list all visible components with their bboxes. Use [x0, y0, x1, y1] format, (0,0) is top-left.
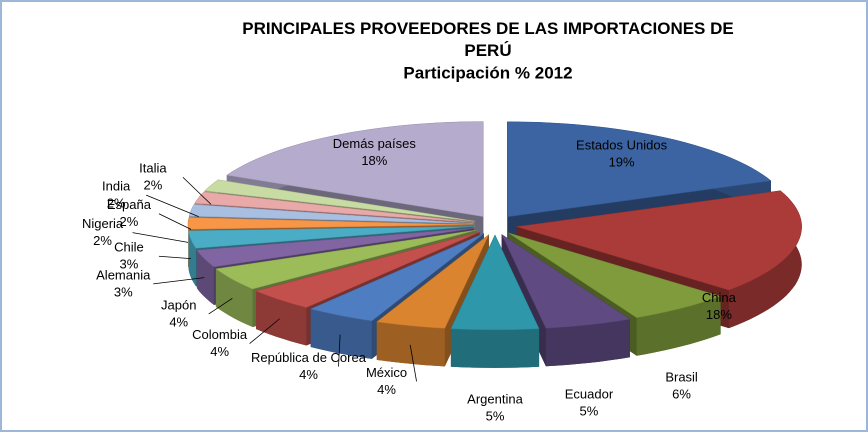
slice-name: China	[702, 290, 737, 305]
slice-top	[187, 217, 474, 230]
chart-title: PRINCIPALES PROVEEDORES DE LAS IMPORTACI…	[242, 19, 734, 60]
slice-top	[501, 233, 631, 329]
slice-name: Ecuador	[565, 386, 614, 401]
slice-value-label: 18%	[361, 153, 387, 168]
slice-wall	[450, 328, 540, 368]
slice-value-label: 2%	[93, 233, 112, 248]
slice-wall	[545, 319, 630, 367]
slice-top	[188, 226, 474, 249]
slice-value-label: 2%	[107, 196, 126, 211]
slice-name: Brasil	[665, 370, 698, 385]
slice-top	[507, 121, 772, 218]
slice-top	[516, 190, 802, 291]
pie	[187, 121, 802, 368]
slice-name: Colombia	[192, 327, 248, 342]
slice-value-label: 2%	[120, 214, 139, 229]
leader-line	[132, 232, 189, 243]
leader-line	[145, 194, 199, 217]
slice-top	[226, 121, 484, 217]
leader-line	[158, 213, 192, 230]
slice-name: Chile	[114, 240, 144, 255]
slice-top	[196, 227, 475, 268]
slice-value-label: 4%	[299, 367, 318, 382]
slice-value-label: 19%	[609, 154, 635, 169]
leader-line	[153, 277, 205, 285]
slice-name: Estados Unidos	[576, 137, 668, 152]
slice-top	[508, 232, 722, 318]
slice-name: Japón	[161, 297, 196, 312]
slice-name: Demás países	[333, 136, 417, 151]
slice-name: India	[102, 179, 131, 194]
slice-name: Italia	[139, 161, 167, 176]
slice-value-label: 5%	[486, 408, 505, 423]
slice-value-label: 4%	[169, 314, 188, 329]
slice-value-label: 18%	[706, 307, 732, 322]
slice-name: España	[107, 197, 152, 212]
slice-value-label: 6%	[672, 387, 691, 402]
leader-line	[208, 297, 233, 315]
slice-name: Nigeria	[82, 216, 124, 231]
slice-value-label: 2%	[143, 178, 162, 193]
slice-top	[204, 179, 475, 222]
slice-value-label: 5%	[580, 403, 599, 418]
slice-top	[376, 234, 490, 329]
slice-value-label: 3%	[120, 257, 139, 272]
leader-line	[409, 344, 417, 382]
slice-name: República de Corea	[251, 350, 367, 365]
chart-subtitle: Participación % 2012	[403, 63, 572, 82]
slice-value-label: 4%	[377, 382, 396, 397]
slice-top	[309, 233, 485, 322]
slice-wall	[310, 309, 372, 359]
slice-name: México	[366, 365, 407, 380]
slice-wall	[188, 230, 196, 287]
slice-top	[188, 204, 474, 224]
slice-top	[255, 231, 480, 308]
slice-name: Argentina	[467, 391, 523, 406]
leader-line	[158, 255, 192, 260]
slice-value-label: 4%	[210, 344, 229, 359]
slice-value-label: 3%	[114, 284, 133, 299]
leader-line	[182, 176, 212, 205]
slice-top	[215, 229, 477, 290]
leader-line	[338, 334, 341, 367]
slice-wall	[376, 321, 445, 367]
slice-name: Alemania	[96, 267, 151, 282]
slice-wall	[636, 296, 721, 356]
slice-wall	[215, 268, 253, 327]
slice-top	[450, 234, 540, 331]
slice-top	[194, 191, 474, 223]
slice-wall	[256, 291, 307, 346]
leader-line	[249, 318, 280, 344]
